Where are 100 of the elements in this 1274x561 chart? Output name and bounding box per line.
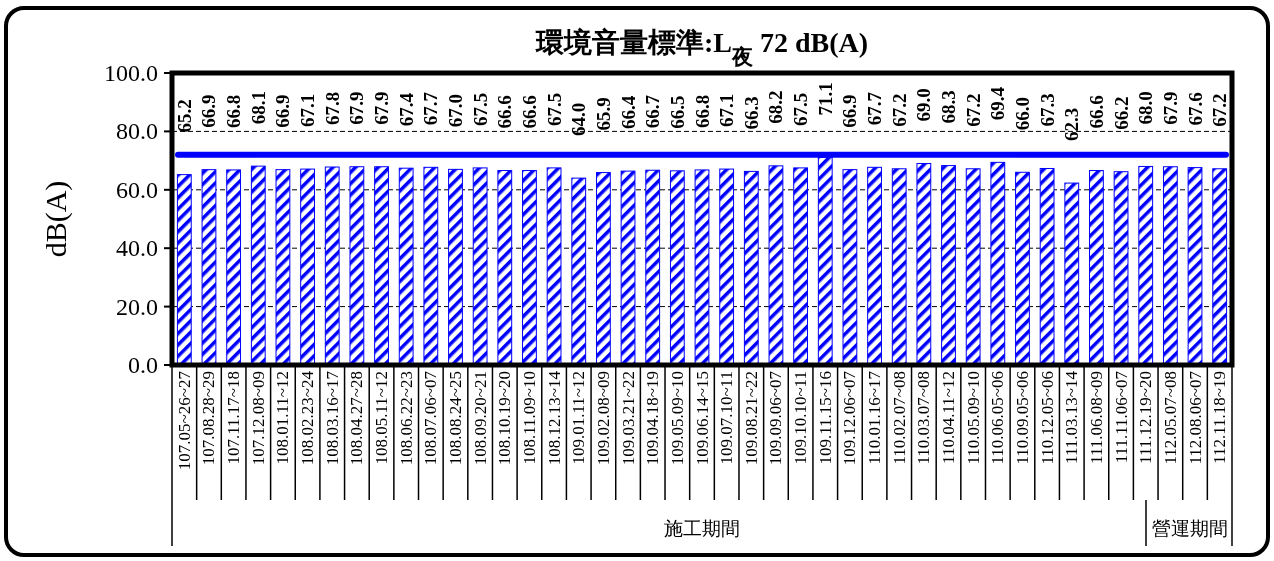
bar (300, 168, 315, 366)
x-tick-label: 109.03.21~22 (618, 371, 638, 466)
x-tick-label: 108.05.11~12 (372, 371, 392, 465)
bar (743, 170, 759, 366)
y-tick-label: 80.0 (116, 118, 158, 145)
x-tick-label: 110.01.16~17 (865, 370, 885, 465)
y-tick-label: 40.0 (116, 235, 158, 262)
y-tick-label: 0.0 (128, 352, 158, 378)
x-tick-label: 110.09.05~06 (1012, 371, 1032, 465)
text: 66.3 (740, 96, 762, 130)
bar (1064, 182, 1080, 366)
text: 68.3 (938, 90, 960, 124)
text: 66.6 (1085, 95, 1107, 129)
text: 66.6 (494, 95, 516, 129)
text: 66.4 (617, 95, 639, 130)
bar (867, 166, 882, 366)
bar (694, 169, 710, 366)
bar (522, 170, 537, 366)
text: 68.2 (765, 90, 787, 124)
bar (965, 168, 981, 366)
x-tick-label: 109.08.21~22 (741, 371, 761, 466)
text: 66.6 (518, 95, 540, 129)
text: 69.0 (913, 88, 935, 122)
x-tick-label: 107.08.28~29 (199, 371, 219, 466)
text: 67.3 (1036, 93, 1058, 127)
text: 67.2 (962, 93, 984, 127)
bar (201, 169, 217, 366)
bar (571, 177, 587, 366)
bar (1113, 171, 1129, 366)
bar (916, 163, 932, 366)
text: 67.2 (888, 93, 910, 127)
text: 66.9 (272, 94, 294, 128)
text: 66.9 (839, 94, 861, 128)
text: 67.5 (469, 92, 491, 126)
x-tick-label: 109.05.09~10 (667, 371, 687, 466)
x-tick-label: 109.12.06~07 (840, 370, 860, 466)
bar (226, 169, 242, 366)
bar (472, 167, 488, 366)
text: 65.2 (173, 99, 195, 133)
x-tick-label: 109.11.15~16 (815, 371, 835, 465)
x-tick-label: 109.06.14~15 (692, 371, 712, 466)
text: 67.6 (1184, 92, 1206, 126)
x-tick-label: 109.01.11~12 (569, 371, 589, 465)
bar (719, 168, 735, 366)
x-tick-label: 112.05.07~08 (1160, 371, 1180, 465)
x-tick-label: 109.09.06~07 (766, 370, 786, 466)
x-tick-label: 108.12.13~14 (544, 370, 564, 466)
text: 66.2 (1110, 96, 1132, 130)
y-tick-label: 100.0 (104, 60, 158, 86)
bar (990, 161, 1006, 366)
x-tick-label: 111.11.06~07 (1111, 370, 1131, 464)
x-tick-label: 110.03.07~08 (914, 371, 934, 465)
text: 62.3 (1061, 107, 1083, 142)
text: 67.7 (420, 92, 442, 126)
bar (275, 169, 291, 366)
text: 67.9 (346, 91, 368, 125)
x-tick-label: 112.11.18~19 (1210, 371, 1230, 464)
text: 67.1 (297, 93, 319, 128)
bar (595, 172, 611, 366)
x-tick-label: 108.07.06~07 (421, 370, 441, 466)
text: 66.0 (1011, 97, 1033, 131)
bar (669, 170, 685, 366)
text: 施工期間 (664, 517, 740, 539)
x-tick-label: 111.06.08~09 (1086, 371, 1106, 464)
bar (891, 168, 907, 366)
bar (250, 165, 266, 366)
x-tick-label: 110.12.05~06 (1037, 371, 1057, 465)
x-tick-label: 109.07.10~11 (717, 371, 737, 465)
x-tick-label: 108.02.23~24 (298, 370, 318, 466)
bar (1089, 170, 1104, 366)
bar (546, 167, 562, 366)
x-tick-label: 108.01.11~12 (273, 371, 293, 465)
text: 64.0 (568, 102, 590, 137)
text: 67.5 (543, 92, 565, 126)
text: 66.9 (198, 94, 220, 128)
bar (1039, 167, 1055, 366)
bar (1138, 165, 1154, 366)
bar (645, 169, 661, 366)
text: 65.9 (592, 97, 614, 131)
x-tick-label: 108.03.16~17 (322, 370, 342, 466)
bar (793, 167, 809, 366)
x-tick-label: 110.02.07~08 (889, 371, 909, 465)
text: 營運期間 (1152, 517, 1228, 539)
bar (398, 167, 414, 366)
x-tick-label: 112.08.06~07 (1185, 370, 1205, 465)
bar (1212, 168, 1228, 366)
text: 68.1 (247, 90, 269, 125)
x-tick-label: 111.12.19~20 (1136, 371, 1156, 464)
text: 66.7 (642, 94, 664, 129)
y-axis-title: dB(A) (38, 180, 73, 258)
y-tick-label: 60.0 (116, 176, 158, 203)
text: 67.7 (864, 92, 886, 126)
text: 67.0 (444, 94, 466, 128)
bar (497, 170, 513, 366)
text: 67.5 (790, 92, 812, 126)
text: 67.8 (321, 91, 343, 126)
x-tick-label: 109.10.10~11 (791, 371, 811, 465)
bar (374, 166, 389, 366)
bar (423, 166, 439, 366)
chart-title: 環境音量標準:L$_{夜}$ 72 dB(A) (534, 27, 869, 69)
